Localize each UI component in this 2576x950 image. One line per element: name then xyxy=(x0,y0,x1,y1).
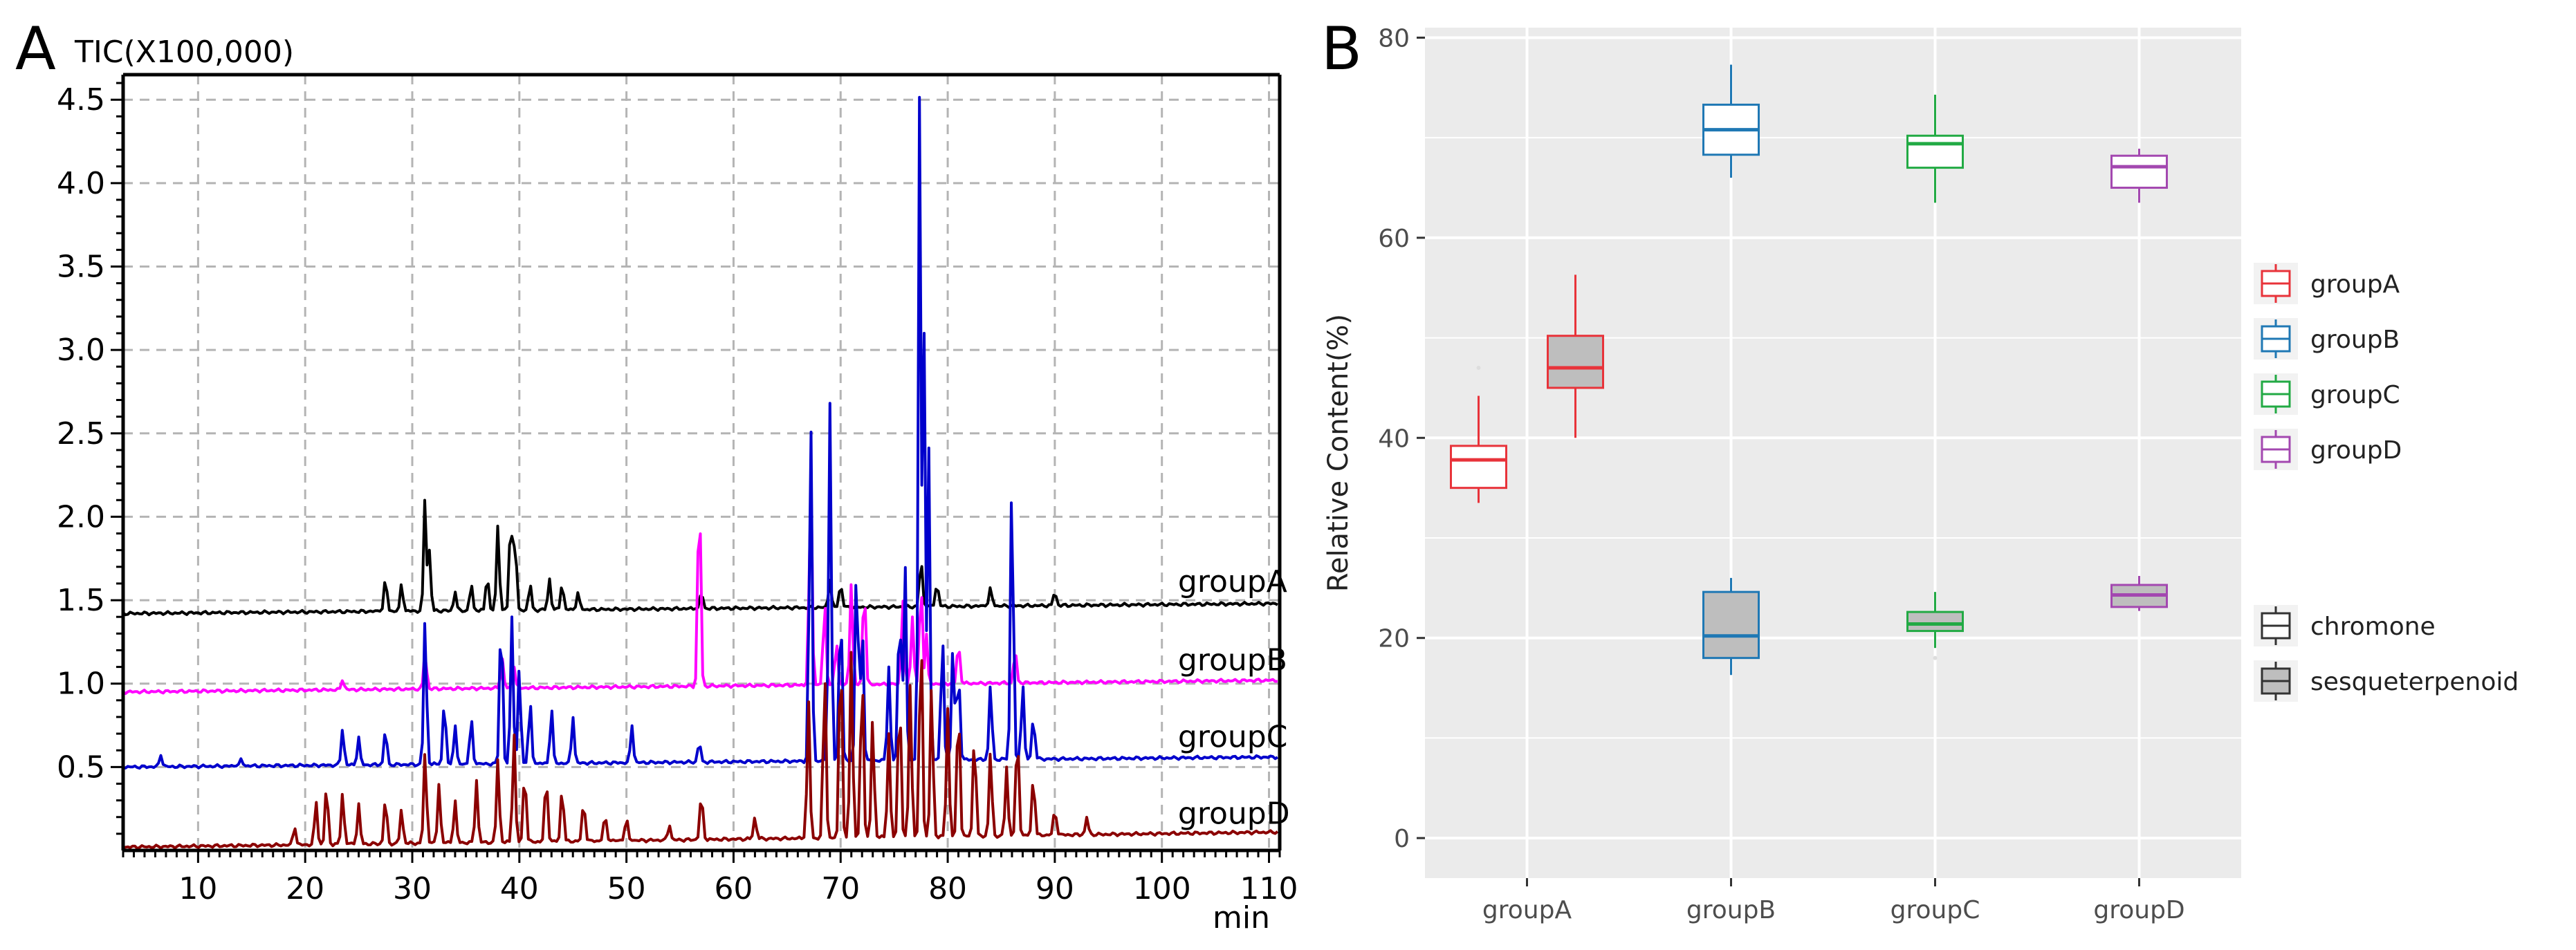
legend-item-groupD: groupD xyxy=(2254,429,2402,470)
trace-groupC xyxy=(122,95,1278,770)
panel-b-ylabel: Relative Content(%) xyxy=(1323,314,1354,592)
panel-a-y-ticks: 0.5 1.0 1.5 2.0 2.5 3.0 3.5 4.0 4.5 xyxy=(57,82,123,835)
panel-a-x-ticks: 10 20 30 40 50 60 70 80 90 100 110 xyxy=(122,850,1298,906)
box-body xyxy=(1906,134,1964,169)
legend-label: groupC xyxy=(2310,381,2400,409)
box-body xyxy=(1547,335,1604,389)
trace-label-groupA: groupA xyxy=(1178,564,1287,599)
y-tick-label: 3.5 xyxy=(57,249,105,284)
panel-a-grid xyxy=(123,75,1280,850)
x-tick-label: groupB xyxy=(1686,896,1776,924)
trace-label-groupD: groupD xyxy=(1178,796,1290,831)
legend-label: groupB xyxy=(2310,326,2400,354)
trace-label-groupC: groupC xyxy=(1178,719,1288,754)
x-tick-label: 50 xyxy=(607,871,646,906)
x-tick-label: groupC xyxy=(1890,896,1980,924)
panel-b-boxplot: B 0 20 40 60 80 groupA groupB groupC groupD Rel… xyxy=(1321,15,2519,924)
panel-b-y-ticks: 0 20 40 60 80 xyxy=(1378,24,1425,853)
panel-a-traces xyxy=(122,95,1279,850)
y-tick-label: 3.0 xyxy=(57,333,105,368)
box-groupB-sesqueterpenoid xyxy=(1702,577,1760,676)
x-tick-label: 30 xyxy=(393,871,432,906)
legend-label: groupD xyxy=(2310,436,2402,465)
x-tick-label: 70 xyxy=(821,871,860,906)
box-body xyxy=(1450,445,1507,490)
y-tick-label: 1.0 xyxy=(57,667,105,702)
x-tick-label: groupD xyxy=(2093,896,2184,924)
y-tick-label: 2.0 xyxy=(57,499,105,534)
panel-a-label: A xyxy=(15,15,56,84)
panel-b-boxes xyxy=(1450,64,2168,676)
outlier-point xyxy=(1476,366,1481,370)
box-body xyxy=(2110,154,2168,189)
box-groupA-sesqueterpenoid xyxy=(1547,274,1604,438)
box-body xyxy=(1906,611,1964,633)
x-tick-label: 80 xyxy=(928,871,967,906)
y-tick-label: 4.5 xyxy=(57,82,105,118)
x-tick-label: 20 xyxy=(286,871,324,906)
y-tick-label: 60 xyxy=(1378,225,1410,253)
x-tick-label: 40 xyxy=(500,871,539,906)
y-tick-label: 4.0 xyxy=(57,166,105,201)
trace-label-groupB: groupB xyxy=(1178,642,1287,678)
legend-label: groupA xyxy=(2310,270,2400,299)
y-tick-label: 0 xyxy=(1394,825,1410,853)
x-tick-label: 100 xyxy=(1133,871,1191,906)
panel-a-title: TIC(X100,000) xyxy=(74,35,294,70)
panel-a-xlabel: min xyxy=(1213,900,1270,935)
y-tick-label: 80 xyxy=(1378,24,1410,53)
y-tick-label: 0.5 xyxy=(57,749,105,785)
box-groupD-sesqueterpenoid xyxy=(2110,575,2168,611)
trace-groupB xyxy=(122,475,1278,696)
y-tick-label: 2.5 xyxy=(57,416,105,451)
x-tick-label: 10 xyxy=(178,871,217,906)
x-tick-label: 90 xyxy=(1036,871,1074,906)
panel-b-legend: groupA groupB groupC groupD chromone sesquete… xyxy=(2254,263,2519,702)
trace-groupD xyxy=(122,651,1279,850)
panel-b-label: B xyxy=(1321,15,1362,84)
box-body xyxy=(1702,590,1760,660)
y-tick-label: 1.5 xyxy=(57,583,105,618)
box-groupD-chromone xyxy=(2110,149,2168,203)
panel-b-x-ticks: groupA groupB groupC groupD xyxy=(1482,878,2185,924)
panel-b-plot-background xyxy=(1425,28,2241,878)
y-tick-label: 40 xyxy=(1378,425,1410,453)
outlier-point xyxy=(1933,655,1938,660)
panel-a-plot-area xyxy=(123,75,1280,850)
y-tick-label: 20 xyxy=(1378,625,1410,653)
x-tick-label: groupA xyxy=(1482,896,1572,924)
legend-label: chromone xyxy=(2310,613,2436,641)
legend-item-groupC: groupC xyxy=(2254,373,2400,415)
legend-label: sesqueterpenoid xyxy=(2310,668,2519,696)
box-groupC-sesqueterpenoid xyxy=(1906,592,1964,660)
box-groupB-chromone xyxy=(1702,64,1760,178)
panel-a-trace-labels: groupA groupB groupC groupD xyxy=(1178,564,1290,831)
legend-item-groupA: groupA xyxy=(2254,263,2400,304)
x-tick-label: 60 xyxy=(714,871,753,906)
panel-a-chromatogram: A TIC(X100,000) min 10 20 30 40 50 60 70 80 90 10… xyxy=(15,15,1298,935)
box-groupC-chromone xyxy=(1906,94,1964,203)
legend-item-sesqueterpenoid: sesqueterpenoid xyxy=(2254,660,2519,702)
box-groupA-chromone xyxy=(1450,366,1507,503)
x-tick-label: 110 xyxy=(1240,871,1298,906)
legend-item-groupB: groupB xyxy=(2254,318,2400,360)
legend-item-chromone: chromone xyxy=(2254,605,2436,646)
